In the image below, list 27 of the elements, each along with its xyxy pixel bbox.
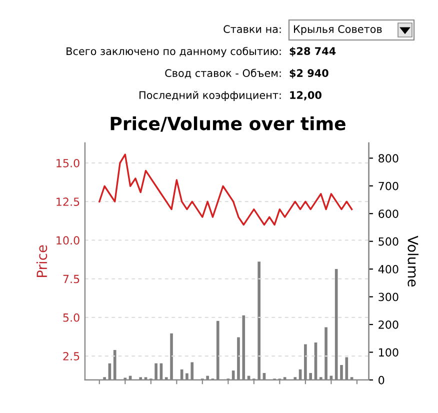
y2-tick-label: 700 — [378, 182, 398, 190]
y-tick-label: 5.0 — [63, 313, 80, 322]
y-tick-label: 15.0 — [56, 158, 80, 168]
chart-title: Price/Volume over time — [110, 116, 346, 132]
y2-axis-title: Volume — [408, 236, 418, 287]
text: 12,00 — [290, 91, 322, 100]
text: Свод ставок - Объем: — [165, 68, 281, 78]
text: Крылья Советов — [294, 25, 382, 36]
y2-tick-label: 0 — [378, 376, 384, 384]
y-tick-label: 10.0 — [56, 236, 80, 245]
text: Всего заключено по данному событию: — [66, 46, 281, 58]
y2-tick-label: 300 — [378, 292, 398, 302]
y-tick-label: 2.5 — [63, 352, 80, 360]
line-series — [98, 154, 353, 226]
y2-tick-label: 100 — [379, 348, 398, 357]
y-axis-title: Price — [36, 245, 48, 278]
y-tick-label: 12.5 — [56, 198, 80, 206]
text: Последний коэффициент: — [140, 91, 281, 102]
y2-tick-label: 800 — [378, 154, 398, 163]
y2-tick-label: 500 — [378, 237, 398, 246]
y-tick-label: 7.5 — [63, 274, 80, 284]
y2-tick-label: 600 — [378, 210, 398, 218]
text: $28 744 — [290, 46, 336, 56]
y2-tick-label: 200 — [378, 320, 398, 329]
text: $2 940 — [290, 68, 328, 78]
text: Ставки на: — [224, 25, 281, 34]
y2-tick-label: 400 — [378, 265, 398, 274]
